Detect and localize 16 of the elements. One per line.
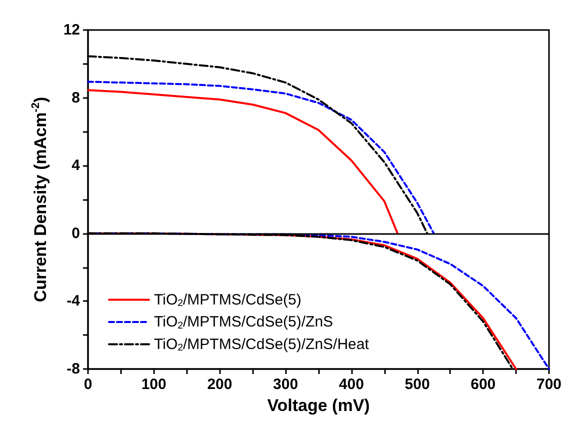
x-tick-label: 600 [470,376,496,393]
x-tick-label: 200 [207,376,232,393]
y-tick-label: -4 [66,292,81,310]
y-tick-label: 12 [63,22,80,38]
y-tick-label: -8 [66,360,80,378]
x-tick-label: 300 [273,376,298,393]
x-axis-title: Voltage (mV) [267,396,370,415]
x-tick-label: 100 [141,376,166,393]
y-axis-title: Current Density (mAcm-2) [30,96,50,302]
x-tick-label: 0 [84,376,92,393]
x-tick-label: 400 [338,376,364,393]
y-tick-label: 8 [72,89,80,106]
y-tick-label: 4 [72,157,81,174]
x-tick-label: 500 [404,376,430,393]
x-tick-label: 700 [536,376,562,393]
y-tick-label: 0 [72,224,80,242]
